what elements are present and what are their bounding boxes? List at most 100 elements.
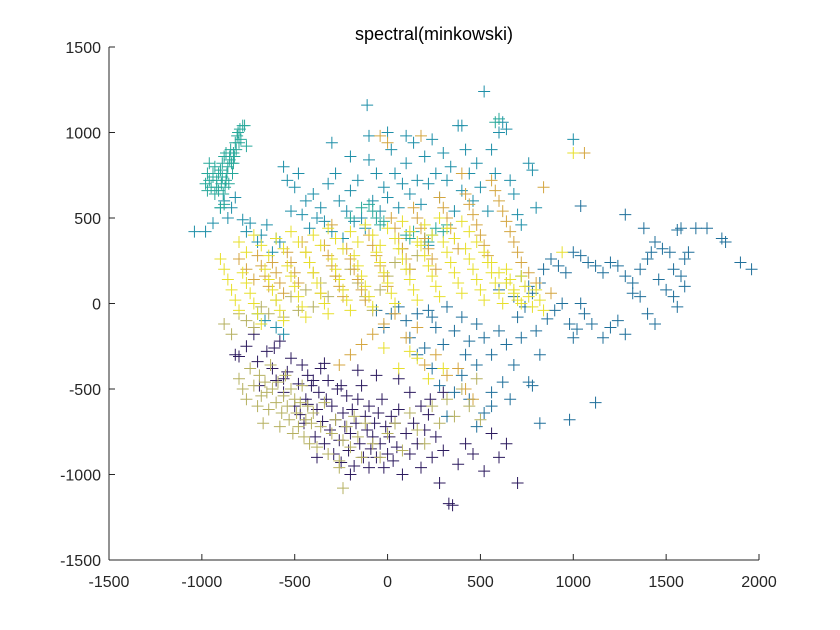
data-point [478,85,491,98]
data-point [281,174,294,187]
data-point [227,157,240,170]
data-point [493,194,505,207]
data-point [381,191,394,204]
data-point [363,153,375,166]
data-point [452,276,465,289]
data-point [292,420,305,433]
data-point [363,198,375,211]
data-point [281,400,294,413]
data-point [433,417,446,430]
data-point [251,307,264,320]
data-point [374,256,387,269]
data-point [309,430,322,443]
y-tick-label: -500 [69,382,101,399]
data-point [548,304,561,317]
data-point [244,217,257,230]
data-point [496,205,509,218]
data-point [270,374,283,387]
data-point [478,331,491,344]
data-point [218,198,231,211]
data-point [266,362,279,375]
data-point [229,294,242,307]
data-point [537,181,550,194]
data-point [333,273,346,286]
data-point [240,246,253,259]
data-point [507,235,520,248]
data-point [253,369,266,382]
series-4 [218,242,487,495]
series-3 [199,112,505,248]
data-point [233,235,245,248]
axes-layer: -1500 -1000 -500 0 500 1000 1500 2000 -1500 -1000… [60,40,777,591]
data-point [370,369,383,382]
data-point [444,256,457,269]
data-point [273,276,286,289]
data-point [299,413,312,426]
data-point [244,287,257,300]
data-point [422,372,435,385]
data-point [574,200,587,213]
data-point [216,157,229,170]
data-point [649,235,661,248]
data-point [381,126,394,139]
data-point [493,324,505,337]
data-point [656,242,669,255]
data-point [507,359,520,372]
data-point [678,253,691,266]
data-point [285,270,297,283]
data-point [489,167,502,180]
data-point [268,341,281,354]
data-point [422,177,435,190]
data-point [403,188,416,201]
data-point [459,242,472,255]
data-point [422,259,435,272]
data-point [559,266,572,279]
data-point [337,482,349,495]
data-point [611,259,624,272]
data-point [257,417,270,430]
data-point [411,352,424,365]
data-point [299,393,312,406]
data-point [329,232,342,245]
data-point [212,167,225,180]
data-point [383,430,396,443]
data-point [493,266,505,279]
data-point [298,430,310,443]
data-point [277,389,290,402]
data-point [441,174,453,187]
data-point [333,359,346,372]
data-point [214,164,227,177]
data-point [366,437,379,450]
data-point [515,297,528,310]
data-point [433,379,446,392]
data-point [489,116,502,129]
data-point [325,400,338,413]
data-point [325,136,338,149]
data-point [311,441,323,454]
data-point [329,263,342,276]
data-point [232,126,245,139]
data-point [455,119,468,132]
data-point [489,276,502,289]
data-point [381,136,394,149]
data-point [322,290,335,303]
data-point [392,362,405,375]
data-point [626,276,639,289]
data-point [578,307,591,320]
data-point [470,318,483,331]
data-point [571,323,583,336]
data-point [418,437,431,450]
x-tick-label: 0 [383,574,392,591]
data-point [403,386,416,399]
data-point [303,222,316,235]
data-point [400,314,413,327]
data-point [407,201,420,214]
x-tick-label: 500 [467,574,494,591]
data-point [437,201,450,214]
data-point [515,256,528,269]
data-point [296,208,309,221]
data-point [322,307,335,320]
data-point [389,297,401,310]
data-point [533,417,546,430]
data-point [247,297,260,310]
